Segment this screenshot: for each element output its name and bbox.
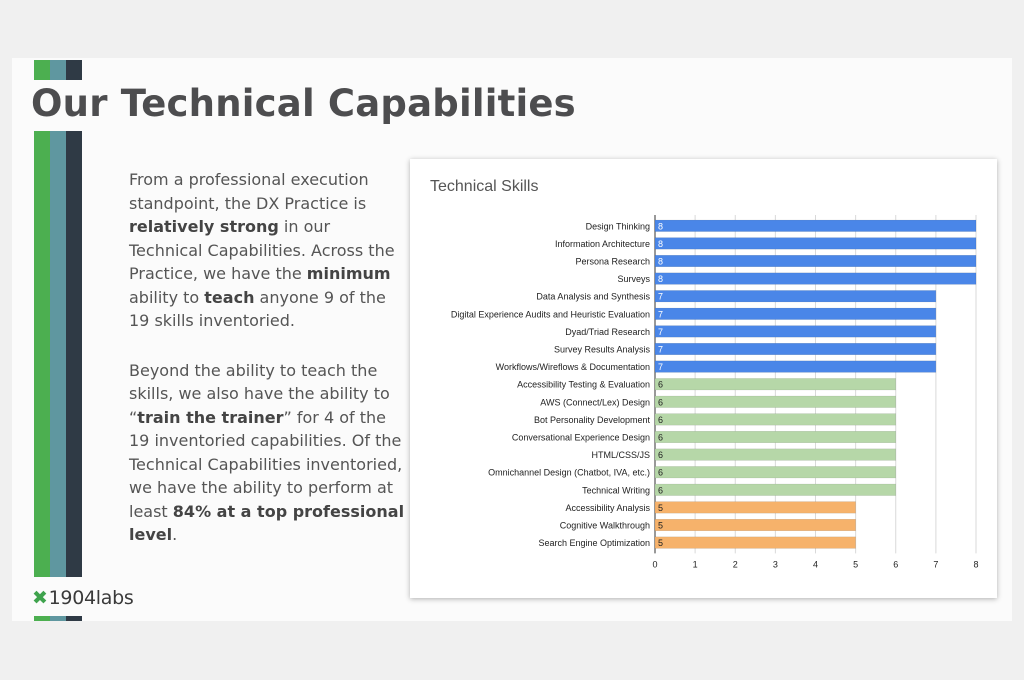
- slide-title: Our Technical Capabilities: [31, 82, 576, 125]
- bar: [654, 237, 977, 250]
- accent-stripe-teal-bottom: [50, 616, 66, 621]
- data-label: 8: [658, 274, 663, 284]
- accent-stripe-green-bottom: [34, 616, 50, 621]
- y-tick-label: Technical Writing: [582, 485, 650, 495]
- bar: [654, 378, 896, 391]
- paragraph-1: From a professional execution standpoint…: [129, 168, 407, 333]
- accent-stripe-navy: [66, 131, 82, 577]
- data-label: 5: [658, 503, 663, 513]
- accent-stripe-navy-bottom: [66, 616, 82, 621]
- paragraph2-run: train the trainer: [137, 407, 284, 427]
- bar: [654, 343, 937, 355]
- accent-stripe-navy-top: [66, 60, 82, 80]
- bar: [654, 255, 977, 267]
- bar: [654, 272, 977, 285]
- data-label: 6: [658, 450, 663, 460]
- bar: [654, 360, 937, 373]
- x-tick-label: 8: [973, 559, 978, 569]
- slide: Our Technical Capabilities From a profes…: [12, 58, 1012, 621]
- data-label: 6: [658, 468, 663, 478]
- paragraph2-run: .: [172, 525, 178, 544]
- chart-title: Technical Skills: [430, 178, 539, 195]
- y-tick-label: Bot Personality Development: [534, 415, 651, 425]
- y-tick-label: AWS (Connect/Lex) Design: [540, 397, 650, 407]
- y-tick-label: Cognitive Walkthrough: [560, 521, 650, 531]
- data-label: 8: [658, 221, 663, 231]
- x-tick-label: 2: [733, 559, 738, 569]
- logo-mark-icon: ✖: [32, 587, 48, 609]
- bar: [654, 536, 856, 549]
- bar: [654, 325, 937, 338]
- logo-text: 1904labs: [48, 587, 134, 609]
- bar: [654, 290, 937, 303]
- x-tick-label: 3: [773, 559, 778, 569]
- data-label: 7: [658, 327, 663, 337]
- paragraph1-run: teach: [204, 287, 255, 307]
- data-label: 8: [658, 239, 663, 249]
- data-label: 6: [658, 485, 663, 495]
- y-tick-label: Persona Research: [575, 257, 650, 267]
- bar: [654, 466, 896, 479]
- y-tick-label: Accessibility Analysis: [565, 503, 650, 513]
- paragraph1-run: From a professional execution standpoint…: [129, 170, 369, 213]
- bar: [654, 413, 896, 426]
- data-label: 5: [658, 538, 663, 548]
- data-label: 6: [658, 415, 663, 425]
- data-label: 8: [658, 257, 663, 267]
- x-tick-label: 7: [933, 559, 938, 569]
- y-tick-label: Workflows/Wireflows & Documentation: [496, 362, 650, 372]
- accent-stripe-green: [34, 131, 50, 577]
- paragraph1-run: minimum: [306, 264, 391, 283]
- data-label: 7: [658, 345, 663, 355]
- data-label: 7: [658, 362, 663, 372]
- bar: [654, 448, 896, 461]
- x-tick-label: 6: [893, 559, 898, 569]
- y-tick-label: Conversational Experience Design: [512, 433, 650, 443]
- accent-stripe-teal: [50, 131, 66, 577]
- paragraph1-run: anyone 9 of the 19 skills inventoried.: [129, 287, 386, 331]
- paragraph1-run: in our Technical Capabilities. Across th…: [129, 217, 395, 283]
- data-label: 5: [658, 521, 663, 531]
- y-tick-label: Data Analysis and Synthesis: [536, 292, 650, 302]
- y-tick-label: Accessibility Testing & Evaluation: [517, 380, 650, 390]
- y-tick-label: Search Engine Optimization: [538, 538, 650, 548]
- bar-chart: 0 1 2 3 4 5 6 7 8 Design Thinking 8 Information Arc…: [451, 215, 979, 569]
- accent-stripe-teal-top: [50, 60, 66, 80]
- bar: [654, 395, 896, 408]
- paragraph1-run: ability to: [129, 287, 205, 307]
- bar: [654, 501, 856, 514]
- y-tick-label: Information Architecture: [555, 239, 650, 249]
- y-tick-label: HTML/CSS/JS: [591, 450, 650, 460]
- y-tick-label: Survey Results Analysis: [554, 345, 651, 355]
- y-tick-label: Surveys: [617, 274, 650, 284]
- paragraph1-run: relatively strong: [129, 217, 279, 236]
- data-label: 7: [658, 309, 663, 319]
- bar: [654, 219, 977, 232]
- data-label: 6: [658, 397, 663, 407]
- bar: [654, 483, 896, 496]
- data-label: 6: [658, 433, 663, 443]
- paragraph-2: Beyond the ability to teach the skills, …: [129, 359, 407, 547]
- data-label: 6: [658, 380, 663, 390]
- y-tick-label: Dyad/Triad Research: [565, 327, 650, 337]
- paragraph2-run: Beyond the ability to teach the skills, …: [129, 360, 390, 427]
- y-tick-label: Design Thinking: [586, 221, 650, 231]
- x-tick-label: 0: [652, 559, 657, 569]
- bar: [654, 307, 937, 320]
- chart-card: Technical Skills 0 1 2 3 4 5 6 7 8 Design Thinkin…: [410, 159, 997, 598]
- x-tick-label: 5: [853, 559, 858, 569]
- data-label: 7: [658, 292, 663, 302]
- body-text: From a professional execution standpoint…: [129, 168, 407, 573]
- bar: [654, 519, 856, 531]
- paragraph2-run: 84% at a top professional level: [129, 501, 405, 545]
- paragraph2-run: ” for 4 of the 19 inventoried capabiliti…: [129, 407, 403, 521]
- bar: [654, 431, 896, 443]
- y-tick-label: Digital Experience Audits and Heuristic …: [451, 309, 650, 319]
- x-tick-label: 4: [813, 559, 818, 569]
- x-tick-label: 1: [693, 559, 698, 569]
- y-tick-label: Omnichannel Design (Chatbot, IVA, etc.): [488, 468, 650, 478]
- company-logo: ✖1904labs: [32, 587, 134, 609]
- accent-stripe-green-top: [34, 60, 50, 80]
